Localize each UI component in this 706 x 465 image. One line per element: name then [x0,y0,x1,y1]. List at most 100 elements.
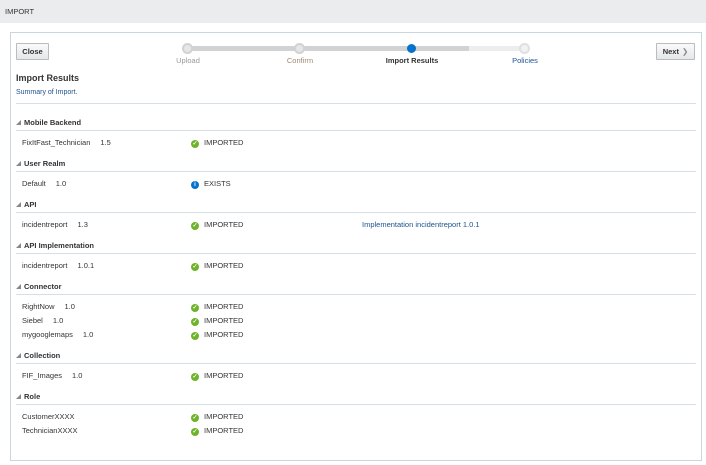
status-text: IMPORTED [204,412,244,421]
section-api: API incidentreport 1.3 ✓ IMPORTED Implementat… [16,197,696,238]
item-name: Siebel [22,316,43,325]
item-version: 1.0 [72,371,83,380]
stepper-track-todo [469,46,525,51]
import-panel: Close Next ❯ Upload Confirm Import Result… [10,32,702,461]
next-button[interactable]: Next ❯ [656,43,695,60]
section-header[interactable]: API [16,197,696,213]
section-header[interactable]: User Realm [16,156,696,172]
check-circle-icon: ✓ [191,373,199,381]
item-version: 1.3 [77,220,88,229]
step-label-upload[interactable]: Upload [176,56,200,65]
item-name: Default [22,179,46,188]
section-header[interactable]: Collection [16,348,696,364]
step-dot-upload[interactable] [182,43,193,54]
check-circle-icon: ✓ [191,332,199,340]
section-title: API Implementation [24,241,95,250]
page-title: Import Results [16,73,80,83]
section-header[interactable]: Mobile Backend [16,115,696,131]
divider [16,103,696,104]
step-dot-policies[interactable] [519,43,530,54]
item-status: ✓ IMPORTED [191,218,243,232]
section-title: Collection [24,351,61,360]
section-rows: FIF_Images 1.0 ✓ IMPORTED [16,364,696,389]
status-text: IMPORTED [204,426,244,435]
close-button[interactable]: Close [16,43,49,60]
section-title: API [24,200,37,209]
collapse-triangle-icon[interactable] [16,284,21,289]
info-icon: i [191,181,199,189]
item-name: mygooglemaps [22,330,73,339]
step-dot-confirm[interactable] [294,43,305,54]
result-row: FIF_Images 1.0 ✓ IMPORTED [16,369,696,383]
section-connector: Connector RightNow 1.0 ✓ IMPORTED Siebel 1.0 ✓ I… [16,279,696,348]
stepper-track-done [188,46,470,51]
check-circle-icon: ✓ [191,318,199,326]
step-dot-import-results[interactable] [407,44,416,53]
next-label: Next [662,47,679,56]
item-name: RightNow [22,302,55,311]
header-bar: IMPORT [0,0,706,23]
collapse-triangle-icon[interactable] [16,243,21,248]
status-text: IMPORTED [204,261,244,270]
item-detail: Implementation incidentreport 1.0.1 [362,220,480,229]
section-api-implementation: API Implementation incidentreport 1.0.1 ✓ IM… [16,238,696,279]
section-rows: CustomerXXXX ✓ IMPORTED TechnicianXXXX ✓ IMPO… [16,405,696,444]
step-label-policies[interactable]: Policies [512,56,538,65]
item-version: 1.0 [64,302,75,311]
item-status: ✓ IMPORTED [191,136,243,150]
section-collection: Collection FIF_Images 1.0 ✓ IMPORTED [16,348,696,389]
check-circle-icon: ✓ [191,140,199,148]
check-circle-icon: ✓ [191,414,199,422]
collapse-triangle-icon[interactable] [16,394,21,399]
status-text: IMPORTED [204,316,244,325]
section-mobile-backend: Mobile Backend FixItFast_Technician 1.5 ✓ IM… [16,115,696,156]
result-row: Default 1.0 i EXISTS [16,177,696,191]
item-status: ✓ IMPORTED [191,300,243,314]
section-header[interactable]: Connector [16,279,696,295]
item-name: incidentreport [22,220,68,229]
section-title: Mobile Backend [24,118,82,127]
item-name: incidentreport [22,261,68,270]
step-label-import-results[interactable]: Import Results [385,56,439,65]
item-status: ✓ IMPORTED [191,369,243,383]
section-rows: incidentreport 1.3 ✓ IMPORTED Implementation… [16,213,696,238]
result-row: mygooglemaps 1.0 ✓ IMPORTED [16,328,696,342]
section-title: Connector [24,282,62,291]
item-name: FixItFast_Technician [22,138,91,147]
collapse-triangle-icon[interactable] [16,202,21,207]
item-status: ✓ IMPORTED [191,410,243,424]
status-text: IMPORTED [204,138,244,147]
results-sections: Mobile Backend FixItFast_Technician 1.5 ✓ IM… [16,115,696,444]
item-status: ✓ IMPORTED [191,424,243,438]
section-title: User Realm [24,159,66,168]
section-title: Role [24,392,41,401]
check-circle-icon: ✓ [191,428,199,436]
result-row: FixItFast_Technician 1.5 ✓ IMPORTED [16,136,696,150]
section-header[interactable]: Role [16,389,696,405]
item-status: i EXISTS [191,177,231,191]
status-text: IMPORTED [204,302,244,311]
step-label-confirm[interactable]: Confirm [286,56,314,65]
item-status: ✓ IMPORTED [191,328,243,342]
chevron-right-icon: ❯ [681,47,689,56]
collapse-triangle-icon[interactable] [16,120,21,125]
result-row: TechnicianXXXX ✓ IMPORTED [16,424,696,438]
result-row: RightNow 1.0 ✓ IMPORTED [16,300,696,314]
section-header[interactable]: API Implementation [16,238,696,254]
collapse-triangle-icon[interactable] [16,161,21,166]
item-status: ✓ IMPORTED [191,259,243,273]
status-text: IMPORTED [204,330,244,339]
section-rows: RightNow 1.0 ✓ IMPORTED Siebel 1.0 ✓ IMPORTED my… [16,295,696,348]
item-version: 1.5 [100,138,111,147]
section-user-realm: User Realm Default 1.0 i EXISTS [16,156,696,197]
check-circle-icon: ✓ [191,222,199,230]
item-version: 1.0 [82,330,94,339]
item-status: ✓ IMPORTED [191,314,243,328]
collapse-triangle-icon[interactable] [16,353,21,358]
item-name: TechnicianXXXX [22,426,78,435]
item-version: 1.0 [55,179,67,188]
check-circle-icon: ✓ [191,304,199,312]
check-circle-icon: ✓ [191,263,199,271]
section-rows: incidentreport 1.0.1 ✓ IMPORTED [16,254,696,279]
result-row: CustomerXXXX ✓ IMPORTED [16,410,696,424]
